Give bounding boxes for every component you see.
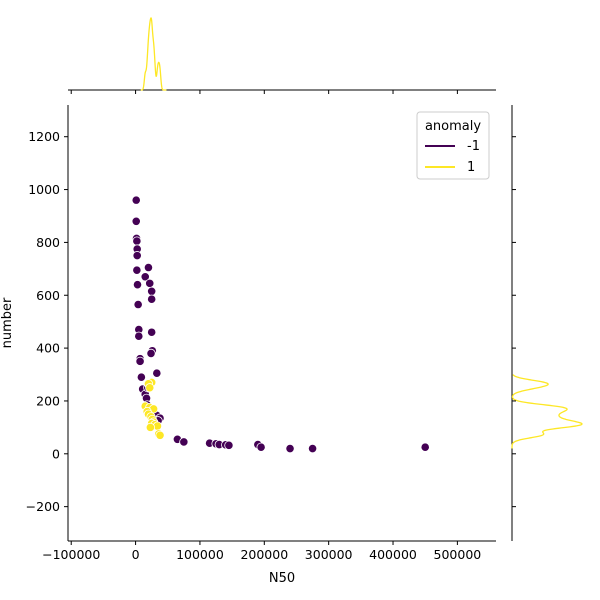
main-plot: −100000 0 100000 200000 300000 400000 500000 −… [0,105,496,586]
scatter-point-anomaly-1 [155,430,165,440]
x-tick-label: 500000 [434,547,482,562]
scatter-point-anomaly-neg1 [145,278,155,288]
right-marginal-kde-anomaly-1 [511,374,583,449]
top-marginal-ticks [70,90,458,94]
scatter-point-anomaly-neg1 [131,216,141,226]
scatter-point-anomaly-neg1 [147,294,157,304]
x-axis-label: N50 [269,571,295,586]
y-tick-label: 200 [36,393,60,408]
scatter-point-anomaly-neg1 [147,286,157,296]
scatter-point-anomaly-neg1 [131,195,141,205]
scatter-point-anomaly-neg1 [132,236,142,246]
y-tick-label: 800 [36,235,60,250]
scatter-point-anomaly-neg1 [132,251,142,261]
scatter-point-anomaly-neg1 [307,443,318,454]
y-tick-label: 1000 [28,182,60,197]
y-tick-label: 600 [36,288,60,303]
scatter-point-anomaly-1 [145,383,155,393]
scatter-point-anomaly-neg1 [179,437,189,447]
scatter-point-anomaly-1 [145,422,155,432]
scatter-point-anomaly-neg1 [134,331,144,341]
x-tick-label: 200000 [240,547,288,562]
x-tick-label: 300000 [305,547,353,562]
scatter-point-anomaly-neg1 [132,265,142,275]
y-axis-ticks: −200 0 200 400 600 800 1000 1200 [26,129,68,514]
scatter-point-anomaly-neg1 [147,327,157,337]
y-tick-label: 0 [52,446,60,461]
scatter-point-anomaly-neg1 [152,368,162,378]
legend-title: anomaly [425,119,481,134]
scatter-point-anomaly-neg1 [136,372,146,382]
scatter-points [131,195,430,454]
x-axis-ticks: −100000 0 100000 200000 300000 400000 500000 [42,541,481,562]
scatter-point-anomaly-neg1 [285,443,295,454]
right-marginal-ticks [512,136,516,508]
legend: anomaly -1 1 [416,111,490,180]
x-tick-label: −100000 [42,547,100,562]
top-marginal-kde-anomaly-1 [140,17,167,91]
scatter-point-anomaly-neg1 [133,299,143,310]
y-axis-label: number [0,297,15,348]
scatter-point-anomaly-neg1 [143,262,154,273]
y-tick-label: −200 [26,499,60,514]
scatter-point-anomaly-neg1 [132,280,143,290]
y-tick-label: 1200 [28,129,60,144]
legend-label-anomaly-1: 1 [467,160,475,175]
scatter-point-anomaly-neg1 [146,348,156,358]
x-tick-label: 400000 [369,547,417,562]
scatter-point-anomaly-neg1 [420,442,430,452]
legend-label-anomaly-neg1: -1 [467,139,480,154]
scatter-point-anomaly-neg1 [140,272,150,282]
scatter-point-anomaly-neg1 [135,356,145,366]
scatter-point-anomaly-neg1 [224,440,234,450]
y-tick-label: 400 [36,341,60,356]
x-tick-label: 0 [132,547,140,562]
x-tick-label: 100000 [176,547,224,562]
top-marginal-plot [68,17,496,94]
right-marginal-plot [511,105,583,541]
scatter-point-anomaly-neg1 [256,442,266,452]
